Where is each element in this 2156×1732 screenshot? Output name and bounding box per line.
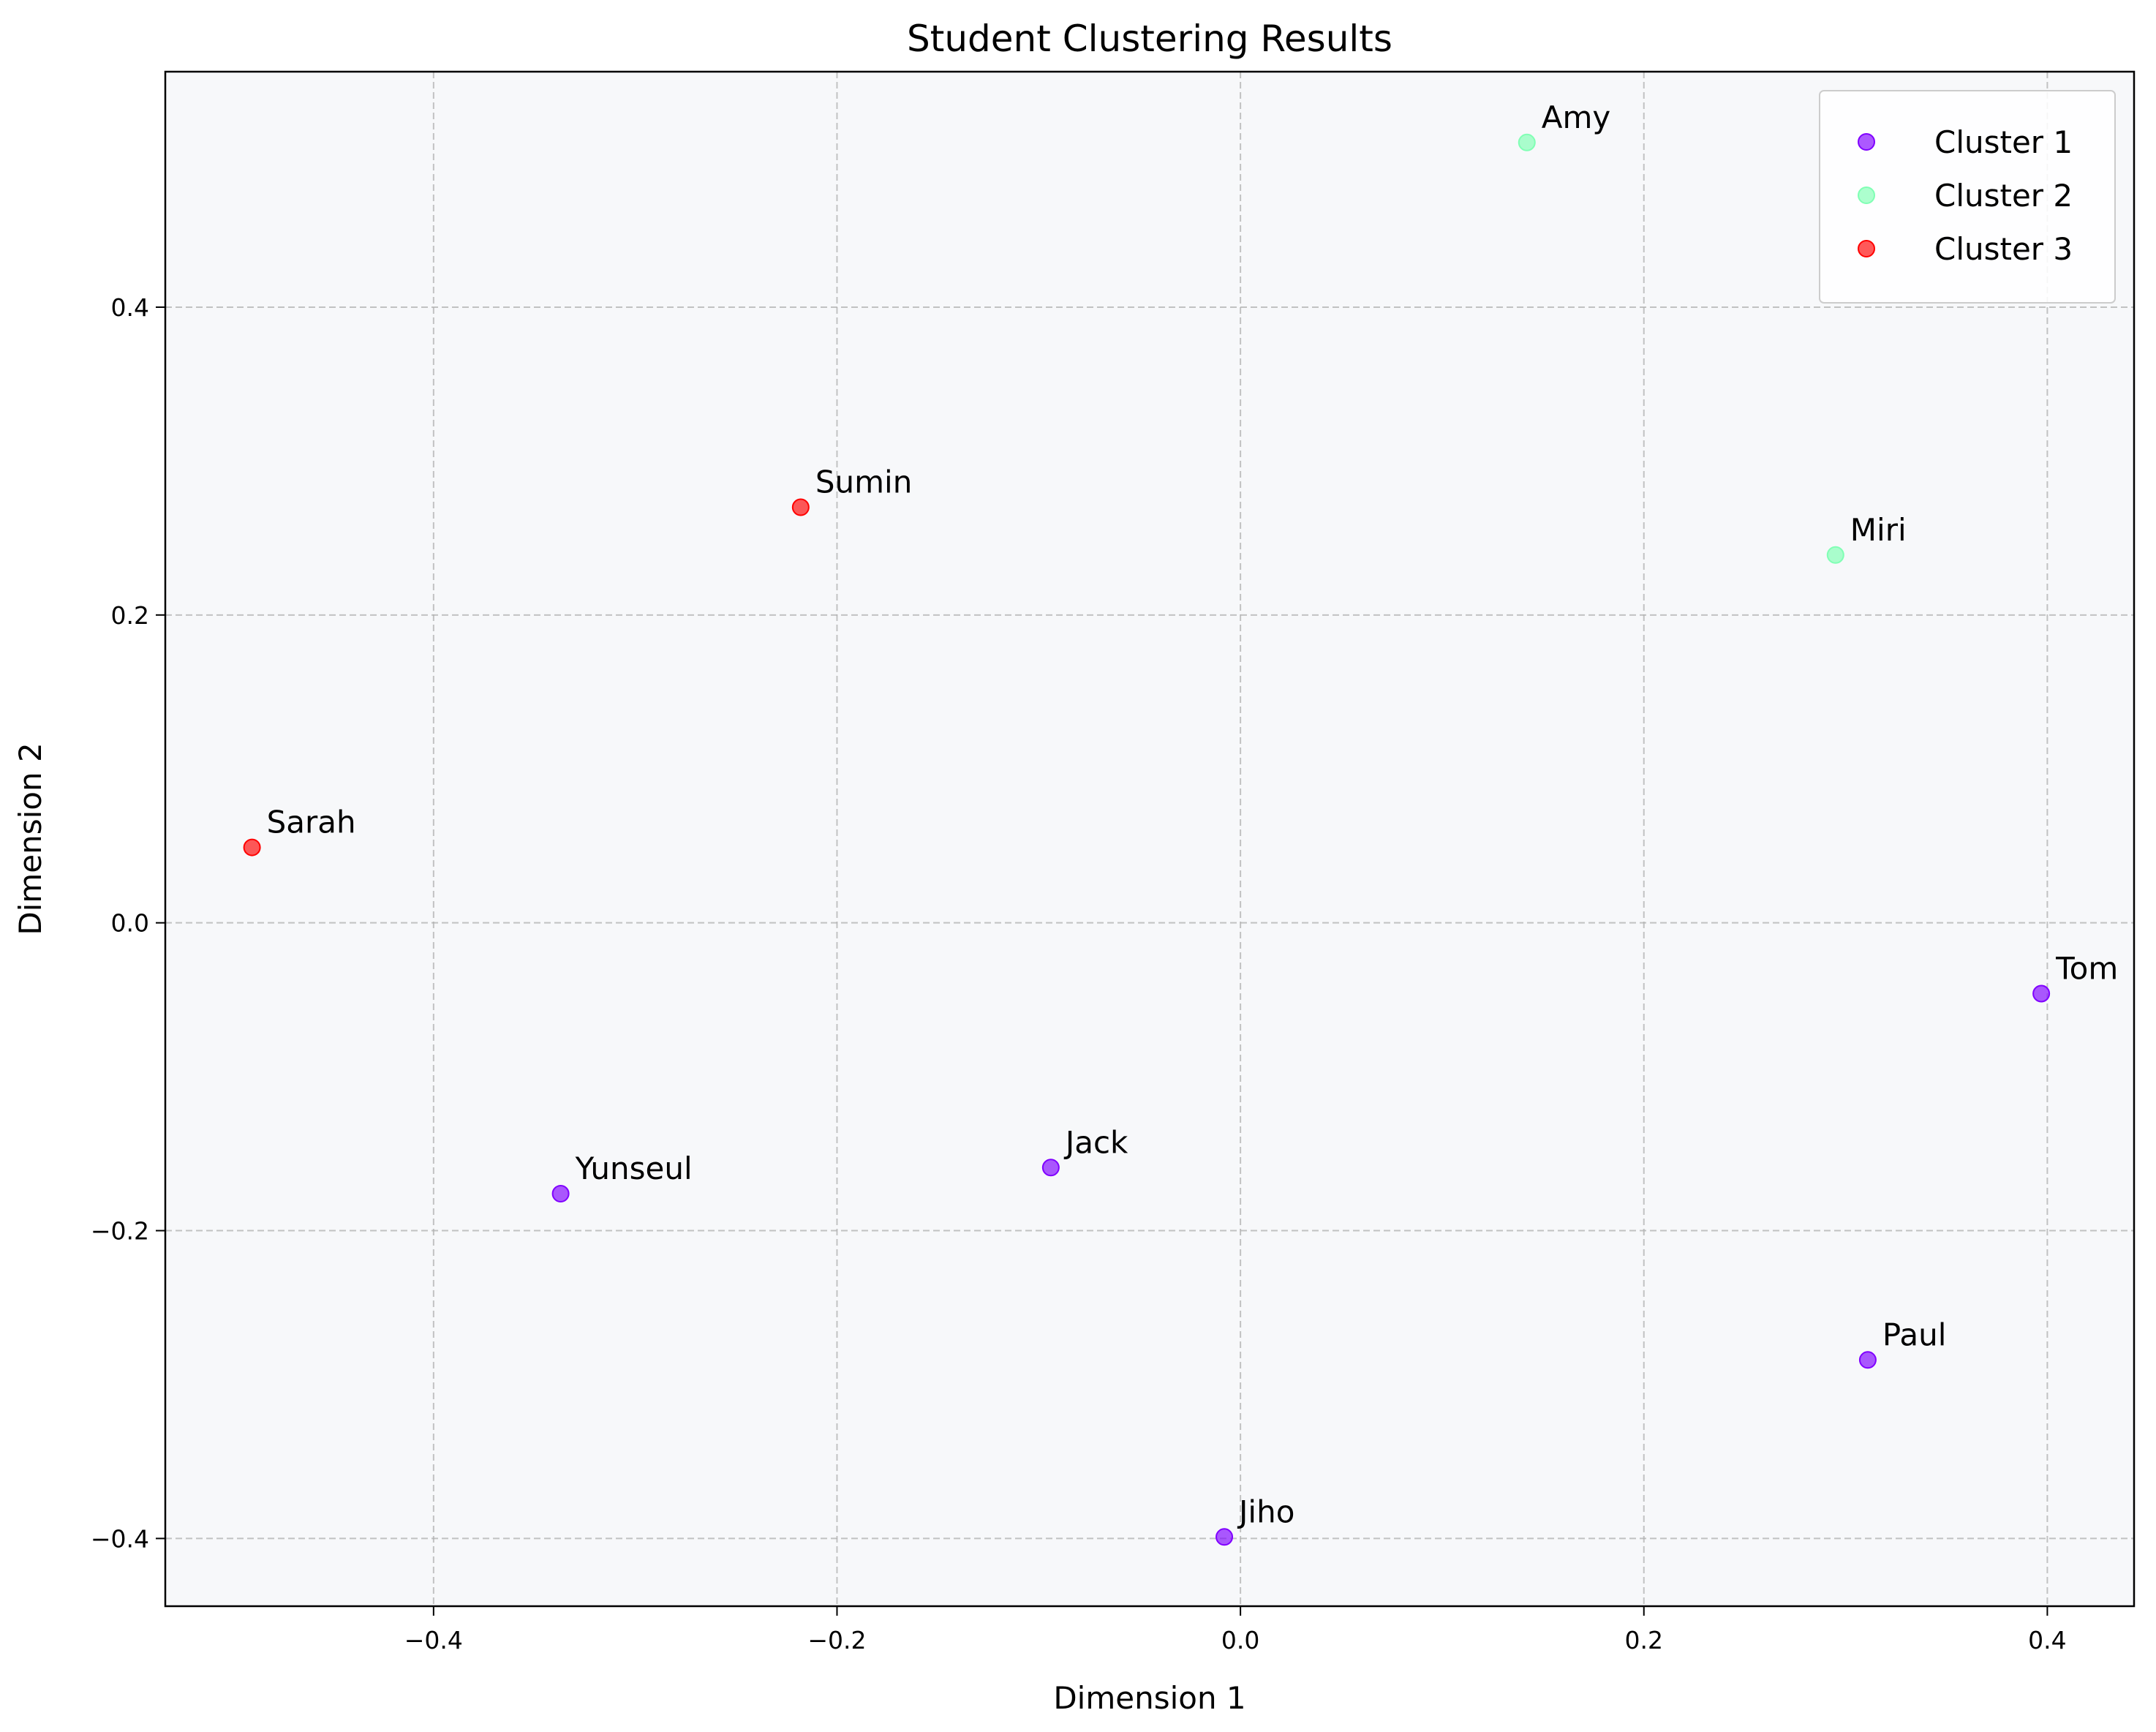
scatter-point-miri [1826,546,1844,564]
point-label-miri: Miri [1850,512,1907,548]
x-tick-label: 0.4 [2028,1626,2066,1654]
chart-title: Student Clustering Results [907,18,1392,60]
scatter-point-amy [1518,133,1536,151]
point-label-yunseul: Yunseul [575,1151,693,1186]
scatter-point-jiho [1215,1528,1234,1546]
grid [165,72,2134,1606]
axis-ticks: −0.4 −0.2 0.0 0.2 0.4 −0.4 −0.2 0.0 0.2 0.4 [91,293,2067,1654]
scatter-point-sumin [791,498,810,516]
scatter-point-paul [1858,1351,1877,1369]
point-label-amy: Amy [1542,99,1611,135]
scatter-point-jack [1041,1159,1060,1177]
legend-marker [1858,133,1875,151]
point-label-paul: Paul [1882,1317,1946,1352]
plot-frame [164,70,2136,1608]
plot-area [165,72,2134,1606]
y-tick-label: 0.4 [111,293,149,322]
y-tick-label: −0.2 [91,1217,149,1246]
legend: Cluster 1 Cluster 2 Cluster 3 [1819,90,2116,304]
point-label-tom: Tom [2055,950,2118,986]
x-tick-label: −0.4 [404,1626,463,1654]
point-label-sumin: Sumin [815,464,912,500]
x-tick-label: 0.0 [1221,1626,1259,1654]
y-axis-label: Dimension 2 [12,742,48,935]
y-tick-label: 0.2 [111,601,149,630]
y-tick-label: 0.0 [111,909,149,938]
legend-marker [1858,240,1875,257]
point-label-jiho: Jiho [1237,1494,1294,1529]
scatter-point-tom [2032,984,2051,1003]
x-tick-label: 0.2 [1625,1626,1663,1654]
x-tick-label: −0.2 [807,1626,866,1654]
data-points [243,133,2051,1546]
legend-label: Cluster 1 [1934,124,2073,160]
point-label-sarah: Sarah [267,805,356,840]
legend-marker [1858,187,1875,204]
legend-box [1819,90,2116,304]
scatter-point-sarah [243,838,261,856]
point-labels: Tom Paul Jack Yunseul Jiho Amy Miri Sarah Sumin [267,99,2119,1530]
x-axis-label: Dimension 1 [1053,1680,1245,1716]
legend-label: Cluster 3 [1934,231,2073,267]
point-label-jack: Jack [1063,1124,1128,1160]
legend-label: Cluster 2 [1934,178,2073,214]
scatter-point-yunseul [551,1185,570,1203]
y-tick-label: −0.4 [91,1524,149,1553]
